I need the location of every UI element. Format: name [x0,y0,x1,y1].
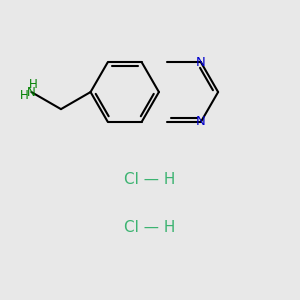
Text: N: N [196,115,206,128]
Text: N: N [27,85,36,98]
Text: Cl — H: Cl — H [124,220,176,235]
Text: Cl — H: Cl — H [124,172,176,187]
Text: N: N [196,56,206,69]
Text: H: H [20,88,28,101]
Text: H: H [28,78,37,91]
